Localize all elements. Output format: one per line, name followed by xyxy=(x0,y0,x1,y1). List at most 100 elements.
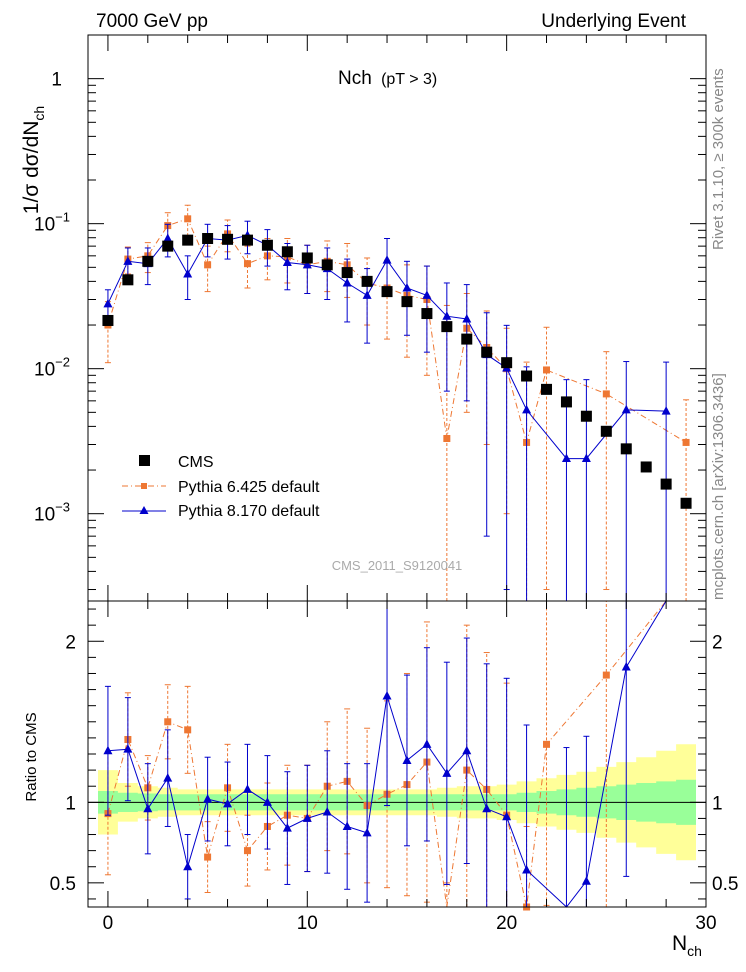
ratio-point-pythia8 xyxy=(581,876,591,885)
main-point-cms xyxy=(401,296,413,308)
ratio-ytick-label: 1 xyxy=(65,793,76,814)
main-point-cms xyxy=(481,346,493,358)
main-point-pythia8 xyxy=(442,311,452,320)
ratio-panel: 0.5 0.5 1 1 2 2 0 10 20 30 Ratio to CMS Nch xyxy=(23,600,738,959)
main-ytick-label-exp: −1 xyxy=(55,210,70,225)
main-ylabel: 1/σ dσ/dNch xyxy=(20,106,47,214)
main-ylabel-main: 1/σ dσ/dN xyxy=(20,121,43,215)
ratio-point-pythia8 xyxy=(242,784,252,793)
ratio-point-pythia6 xyxy=(243,847,251,855)
analysis-label: CMS_2011_S9120041 xyxy=(332,558,463,573)
ratio-point-pythia6 xyxy=(184,726,192,734)
legend: CMS Pythia 6.425 default Pythia 8.170 de… xyxy=(122,454,320,520)
main-point-cms xyxy=(241,234,253,246)
main-ytick-label: 10−1 xyxy=(34,210,70,236)
main-point-cms xyxy=(261,239,273,251)
main-point-cms xyxy=(680,497,692,509)
main-ylabel-sub: ch xyxy=(31,106,47,121)
main-point-cms xyxy=(620,443,632,455)
panel-title-sub: (pT > 3) xyxy=(381,71,437,88)
main-point-pythia6 xyxy=(243,260,251,268)
main-point-pythia8 xyxy=(581,453,591,463)
main-point-pythia8 xyxy=(163,233,173,243)
ratio-point-pythia8 xyxy=(422,739,432,748)
main-ytick-label: 10−3 xyxy=(34,500,70,526)
x-axis-label: Nch xyxy=(672,932,702,959)
main-point-cms xyxy=(321,259,333,271)
main-point-pythia8 xyxy=(342,277,352,287)
main-point-cms xyxy=(441,321,453,333)
main-point-pythia8 xyxy=(282,257,292,266)
main-ytick-label-exp: −2 xyxy=(55,355,70,370)
main-point-cms xyxy=(640,461,652,473)
main-point-pythia8 xyxy=(462,314,472,323)
panel-title-main: Nch xyxy=(338,68,372,89)
main-point-pythia6 xyxy=(543,366,551,374)
main-point-pythia8 xyxy=(621,404,631,414)
ratio-point-pythia8 xyxy=(502,811,512,821)
ratio-point-pythia8 xyxy=(621,662,631,671)
legend-label-pythia8: Pythia 8.170 default xyxy=(178,503,320,520)
main-point-pythia8 xyxy=(103,298,113,308)
main-point-cms xyxy=(560,396,572,408)
main-point-pythia8 xyxy=(302,259,312,269)
ratio-xtick-label: 20 xyxy=(496,913,517,934)
ratio-series-layer xyxy=(103,600,687,911)
main-point-cms xyxy=(660,478,672,490)
ratio-point-pythia8 xyxy=(522,864,532,874)
main-x-axis xyxy=(107,35,707,601)
ratio-point-pythia8 xyxy=(123,744,133,753)
ratio-point-pythia8 xyxy=(402,755,412,764)
ratio-xtick-label: 30 xyxy=(695,913,716,934)
ratio-point-pythia8 xyxy=(382,691,392,700)
legend-marker-cms xyxy=(139,455,150,466)
legend-marker-pythia8 xyxy=(139,506,149,514)
ratio-point-pythia8 xyxy=(462,745,472,755)
main-point-pythia8 xyxy=(561,453,571,463)
ratio-point-pythia8 xyxy=(282,823,292,832)
ratio-point-pythia6 xyxy=(543,740,551,748)
ratio-ytick-label: 0.5 xyxy=(50,874,76,895)
ratio-point-pythia6 xyxy=(204,853,212,861)
ratio-x-axis: 0 10 20 30 xyxy=(103,601,717,934)
main-point-pythia8 xyxy=(382,255,392,264)
main-point-cms xyxy=(202,233,214,245)
ratio-point-pythia8 xyxy=(143,803,153,813)
main-ytick-label: 10−2 xyxy=(34,355,70,381)
main-point-cms xyxy=(521,370,533,382)
legend-label-pythia6: Pythia 6.425 default xyxy=(178,479,320,496)
main-line-pythia8 xyxy=(107,234,667,460)
ratio-ylabel: Ratio to CMS xyxy=(23,712,40,801)
ratio-point-pythia8 xyxy=(183,861,193,871)
ratio-point-pythia8 xyxy=(302,813,312,822)
main-ytick-label-exp: −3 xyxy=(55,500,70,515)
ratio-point-pythia8 xyxy=(442,768,452,777)
ratio-point-pythia8 xyxy=(262,797,272,806)
main-point-cms xyxy=(281,246,293,258)
ratio-line-pythia6 xyxy=(107,600,687,908)
main-point-cms xyxy=(600,425,612,437)
main-point-cms xyxy=(541,383,553,395)
main-point-cms xyxy=(381,286,393,298)
panel-title: Nch (pT > 3) xyxy=(338,68,437,89)
legend-marker-pythia6 xyxy=(141,483,147,489)
main-point-pythia8 xyxy=(522,404,532,414)
main-point-cms xyxy=(501,357,513,369)
main-ytick-label: 1 xyxy=(51,70,62,91)
ratio-point-pythia8 xyxy=(223,798,233,808)
main-ytick-label-base: 10 xyxy=(34,360,55,381)
ratio-xtick-label: 0 xyxy=(103,913,114,934)
ratio-point-pythia6 xyxy=(602,671,610,679)
main-panel: 10−310−210−11 1/σ dσ/dNch Nch (pT > 3) C… xyxy=(20,34,707,602)
main-point-cms xyxy=(122,274,134,286)
main-point-pythia6 xyxy=(443,435,451,443)
rivet-label: Rivet 3.1.10, ≥ 300k events xyxy=(710,68,727,250)
ratio-ytick-label: 2 xyxy=(65,632,76,653)
main-point-cms xyxy=(182,234,194,246)
main-point-cms xyxy=(301,252,313,264)
main-point-pythia8 xyxy=(661,406,671,415)
ratio-point-pythia6 xyxy=(164,718,172,726)
ratio-point-pythia8 xyxy=(203,794,213,803)
ratio-ytick-label-right: 2 xyxy=(712,632,723,653)
